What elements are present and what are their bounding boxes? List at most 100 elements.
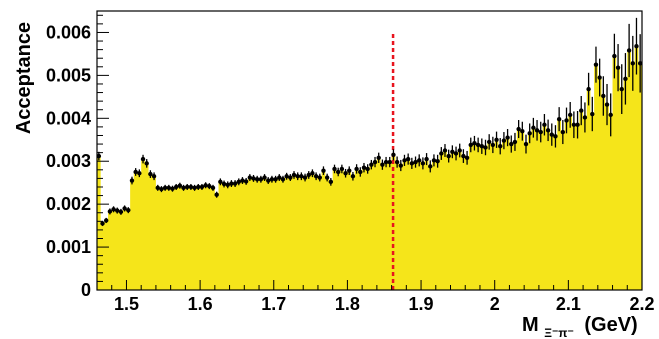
- data-point: [623, 53, 628, 105]
- data-point: [498, 138, 503, 155]
- point-marker: [571, 122, 577, 127]
- point-marker: [509, 141, 514, 147]
- point-marker: [405, 156, 411, 162]
- data-point: [350, 171, 356, 181]
- point-marker: [151, 174, 157, 179]
- point-marker: [545, 128, 551, 133]
- point-marker: [317, 175, 322, 180]
- data-point: [221, 180, 227, 188]
- data-point: [534, 120, 540, 141]
- x-axis-title-unit: (GeV): [584, 314, 637, 336]
- data-point: [115, 207, 120, 214]
- data-point: [225, 181, 230, 189]
- data-point: [542, 114, 547, 136]
- x-tick-label: 2.2: [629, 294, 654, 314]
- data-point: [254, 175, 260, 183]
- data-point: [626, 23, 632, 78]
- point-marker: [310, 171, 315, 176]
- data-point: [173, 183, 179, 190]
- point-marker: [258, 177, 264, 182]
- point-marker: [608, 112, 613, 118]
- point-marker: [155, 185, 160, 191]
- point-marker: [498, 144, 503, 149]
- data-point: [475, 137, 481, 153]
- point-marker: [129, 178, 135, 183]
- data-point: [608, 93, 613, 137]
- data-point: [442, 144, 448, 157]
- point-marker: [417, 158, 422, 163]
- data-point: [582, 102, 588, 133]
- data-point: [140, 154, 146, 164]
- data-point: [185, 183, 190, 190]
- point-marker: [358, 169, 363, 175]
- data-point: [358, 167, 363, 177]
- data-point: [527, 123, 532, 144]
- point-marker: [549, 132, 554, 137]
- point-marker: [505, 135, 510, 140]
- x-axis-title-main: M: [522, 314, 539, 336]
- data-point: [284, 172, 289, 180]
- point-marker: [593, 62, 599, 67]
- point-marker: [332, 166, 337, 172]
- point-marker: [479, 144, 485, 149]
- data-point: [170, 185, 175, 192]
- data-point: [593, 46, 599, 83]
- data-point: [247, 174, 253, 181]
- data-point: [457, 143, 462, 158]
- point-marker: [144, 161, 149, 166]
- data-point: [398, 159, 404, 172]
- point-marker: [225, 182, 230, 188]
- data-point: [575, 111, 580, 139]
- point-marker: [188, 184, 194, 190]
- data-point: [579, 95, 584, 126]
- data-point: [615, 44, 621, 92]
- x-tick-label: 2: [490, 294, 500, 314]
- data-point: [383, 156, 389, 168]
- data-point: [324, 173, 330, 182]
- point-marker: [464, 155, 470, 160]
- data-point: [232, 180, 238, 187]
- point-marker: [637, 61, 643, 66]
- data-point: [133, 168, 138, 176]
- x-axis-ticks: [96, 280, 643, 290]
- point-marker: [582, 115, 588, 120]
- data-point: [604, 83, 610, 126]
- point-marker: [210, 185, 216, 191]
- data-point: [553, 125, 558, 148]
- point-marker: [277, 175, 282, 180]
- data-point: [151, 172, 157, 181]
- data-point: [439, 147, 444, 160]
- point-marker: [232, 181, 238, 186]
- data-point: [564, 107, 569, 134]
- data-point: [243, 177, 249, 185]
- data-point: [586, 72, 591, 106]
- data-point: [162, 184, 168, 191]
- point-marker: [453, 151, 459, 156]
- point-marker: [321, 168, 326, 173]
- point-marker: [218, 179, 223, 185]
- data-point: [207, 183, 212, 190]
- point-marker: [468, 142, 473, 148]
- point-marker: [553, 134, 558, 139]
- data-point: [210, 184, 216, 191]
- point-marker: [170, 186, 175, 191]
- data-point: [332, 164, 337, 174]
- point-marker: [361, 165, 367, 170]
- data-point: [266, 177, 271, 184]
- point-marker: [350, 174, 356, 179]
- y-tick-labels: 0 0.001 0.002 0.003 0.004 0.005 0.006: [46, 22, 91, 300]
- point-marker: [115, 208, 120, 213]
- data-point: [556, 107, 562, 132]
- data-point: [501, 132, 507, 150]
- y-tick-label: 0.004: [46, 108, 91, 128]
- y-tick-label: 0.006: [46, 22, 91, 42]
- point-marker: [306, 172, 311, 178]
- point-marker: [203, 183, 208, 188]
- x-tick-label: 1.7: [261, 294, 286, 314]
- data-point: [505, 129, 510, 147]
- point-marker: [615, 65, 621, 70]
- point-marker: [472, 141, 477, 146]
- data-point: [520, 121, 525, 141]
- data-point: [192, 184, 197, 191]
